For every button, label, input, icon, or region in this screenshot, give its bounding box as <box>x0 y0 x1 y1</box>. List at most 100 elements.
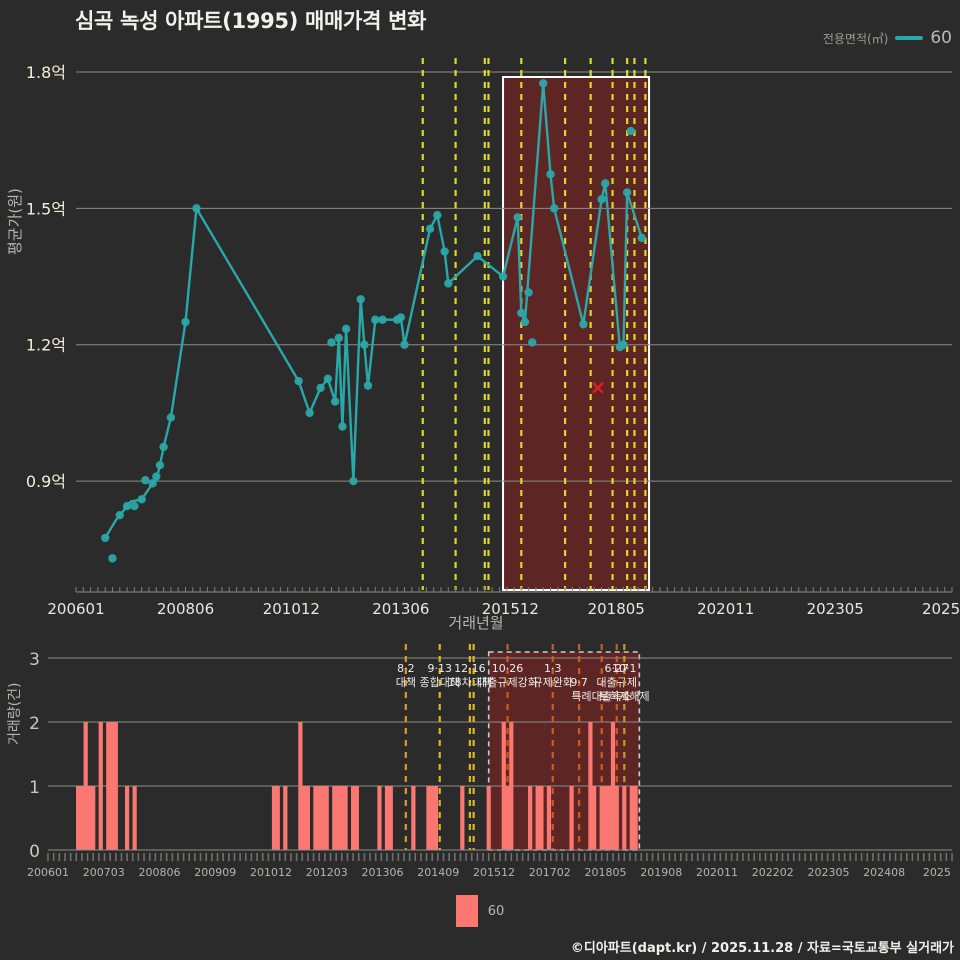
volume-chart-bar[interactable] <box>388 786 393 850</box>
volume-chart-bar[interactable] <box>113 722 118 850</box>
volume-chart-bar[interactable] <box>324 786 329 850</box>
volume-chart-bar[interactable] <box>433 786 439 850</box>
volume-chart-bar[interactable] <box>91 786 96 850</box>
volume-chart-bar[interactable] <box>125 786 130 850</box>
volume-chart-bar[interactable] <box>317 786 322 850</box>
price-chart-data-point[interactable] <box>473 251 482 261</box>
price-chart-data-point[interactable] <box>513 213 522 222</box>
volume-chart-bar[interactable] <box>607 786 612 850</box>
volume-chart-bar[interactable] <box>76 786 81 850</box>
volume-chart-bar[interactable] <box>599 786 604 850</box>
price-chart-data-point[interactable] <box>115 510 125 520</box>
volume-chart-bar[interactable] <box>546 786 552 850</box>
price-chart-data-point[interactable] <box>108 554 117 563</box>
price-chart-data-point[interactable] <box>601 179 610 188</box>
volume-chart-bar[interactable] <box>83 722 88 850</box>
volume-chart-bar[interactable] <box>79 786 84 850</box>
price-chart-data-point[interactable] <box>396 313 406 322</box>
price-chart-data-point[interactable] <box>517 308 526 318</box>
volume-chart-bar[interactable] <box>614 786 619 850</box>
price-chart-data-point[interactable] <box>316 383 325 393</box>
volume-chart-bar[interactable] <box>505 786 510 850</box>
price-chart-data-point[interactable] <box>549 204 559 213</box>
volume-chart-bar[interactable] <box>332 786 337 850</box>
volume-chart-bar[interactable] <box>509 722 514 850</box>
price-chart-data-point[interactable] <box>155 460 165 470</box>
volume-chart-bar[interactable] <box>109 722 115 850</box>
volume-chart-bar[interactable] <box>539 786 544 850</box>
volume-chart-bar[interactable] <box>569 786 574 850</box>
price-chart-data-point[interactable] <box>400 340 409 349</box>
price-chart-data-point[interactable] <box>294 376 303 386</box>
volume-chart-bar[interactable] <box>343 786 348 850</box>
price-chart-data-point[interactable] <box>622 188 632 197</box>
price-chart-data-point[interactable] <box>498 272 508 281</box>
volume-chart-bar[interactable] <box>98 722 103 850</box>
price-chart-data-point[interactable] <box>520 317 530 327</box>
price-chart-data-point[interactable] <box>192 204 201 213</box>
volume-chart-bar[interactable] <box>603 786 608 850</box>
volume-chart-bar[interactable] <box>486 786 491 850</box>
price-chart-data-point[interactable] <box>338 422 347 431</box>
volume-chart-bar[interactable] <box>535 786 540 850</box>
volume-chart-bar[interactable] <box>87 786 92 850</box>
price-chart-data-point[interactable] <box>341 324 351 334</box>
price-chart-data-point[interactable] <box>334 333 343 343</box>
volume-chart-bar[interactable] <box>528 786 533 850</box>
volume-chart-bar[interactable] <box>132 786 137 850</box>
price-chart-data-point[interactable] <box>440 247 449 256</box>
price-chart-data-point[interactable] <box>546 170 555 179</box>
price-chart-data-point[interactable] <box>371 315 380 324</box>
volume-chart-bar[interactable] <box>633 786 638 850</box>
volume-chart-bar[interactable] <box>411 786 416 850</box>
volume-chart-bar[interactable] <box>298 722 303 850</box>
volume-chart-bar[interactable] <box>302 786 307 850</box>
price-chart-data-point[interactable] <box>597 195 606 204</box>
price-chart-data-point[interactable] <box>159 442 168 452</box>
price-chart-data-point[interactable] <box>363 381 373 390</box>
price-chart-data-point[interactable] <box>141 475 150 485</box>
price-chart-data-point[interactable] <box>626 126 635 136</box>
volume-chart-bar[interactable] <box>629 786 634 850</box>
volume-chart-bar[interactable] <box>426 786 431 850</box>
price-chart-data-point[interactable] <box>130 501 139 511</box>
price-chart-data-point[interactable] <box>122 501 132 511</box>
volume-chart-bar[interactable] <box>622 786 627 850</box>
volume-chart-bar[interactable] <box>592 786 597 850</box>
volume-chart-bar[interactable] <box>384 786 390 850</box>
price-chart-data-point[interactable] <box>528 338 537 347</box>
volume-chart-bar[interactable] <box>610 722 616 850</box>
volume-chart-bar[interactable] <box>430 786 435 850</box>
price-chart-data-point[interactable] <box>323 374 333 384</box>
volume-chart-bar[interactable] <box>339 786 344 850</box>
price-chart-data-point[interactable] <box>305 408 314 418</box>
price-chart-data-point[interactable] <box>539 79 548 88</box>
volume-chart-bar[interactable] <box>335 786 341 850</box>
volume-chart-bar[interactable] <box>501 722 506 850</box>
price-chart-data-point[interactable] <box>330 397 340 406</box>
price-chart-data-point[interactable] <box>101 533 110 543</box>
volume-chart-bar[interactable] <box>460 786 465 850</box>
price-chart-data-point[interactable] <box>356 295 365 304</box>
price-chart-data-point[interactable] <box>327 338 336 347</box>
price-chart-data-point[interactable] <box>148 479 157 488</box>
price-chart-data-point[interactable] <box>524 288 533 297</box>
volume-chart-bar[interactable] <box>351 786 356 850</box>
volume-chart-bar[interactable] <box>305 786 310 850</box>
volume-chart-bar[interactable] <box>588 722 593 850</box>
price-chart-data-point[interactable] <box>166 413 176 422</box>
price-chart-data-point[interactable] <box>433 210 442 220</box>
price-chart-data-point[interactable] <box>637 233 646 243</box>
price-chart-data-point[interactable] <box>444 279 453 288</box>
volume-chart-bar[interactable] <box>354 786 359 850</box>
volume-chart-bar[interactable] <box>275 786 280 850</box>
price-chart-data-point[interactable] <box>378 315 387 324</box>
volume-chart-bar[interactable] <box>106 722 111 850</box>
volume-chart-bar[interactable] <box>320 786 326 850</box>
price-chart-data-point[interactable] <box>181 317 190 327</box>
volume-chart-bar[interactable] <box>313 786 318 850</box>
price-chart-data-point[interactable] <box>360 340 369 349</box>
price-chart-data-point[interactable] <box>349 476 358 486</box>
volume-chart-bar[interactable] <box>377 786 382 850</box>
price-chart-data-point[interactable] <box>425 224 435 234</box>
